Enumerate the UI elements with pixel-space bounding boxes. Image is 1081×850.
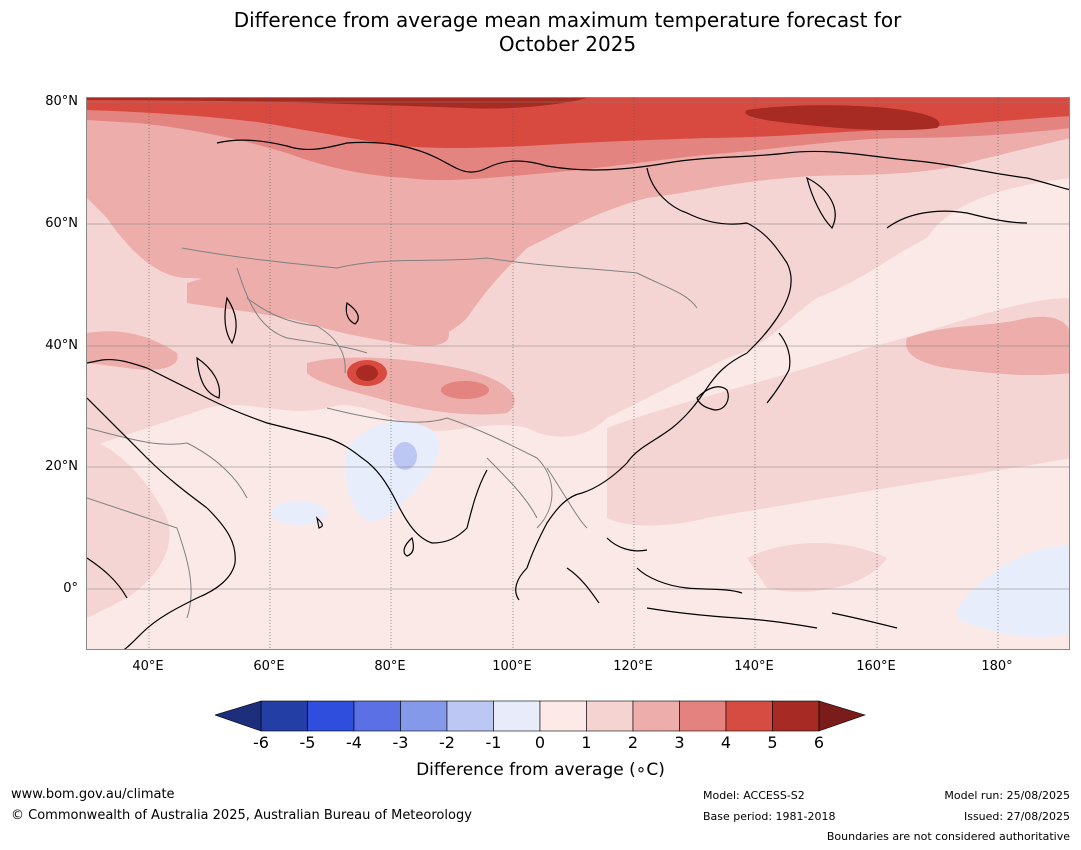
colorbar-tick-label: 0 (534, 733, 546, 752)
colorbar-segment (632, 700, 680, 732)
colorbar-tick-label: 6 (813, 733, 825, 752)
colorbar-tick-label: 4 (720, 733, 732, 752)
anomaly-zone-neg-india (345, 421, 440, 522)
colorbar-tick-label: -3 (392, 733, 409, 752)
lon-label: 60°E (253, 659, 285, 674)
website-link[interactable]: www.bom.gov.au/climate (11, 787, 175, 802)
colorbar (215, 700, 866, 732)
lat-label: 60°N (45, 216, 78, 231)
lat-gridlines (87, 101, 1069, 590)
lat-label: 0° (63, 581, 78, 596)
anomaly-zone-3to4-tibet (441, 381, 489, 399)
anomaly-zone-1to2-sea (747, 543, 887, 592)
colorbar-segment (725, 700, 773, 732)
colorbar-tick-label: -6 (253, 733, 269, 752)
colorbar-tick-label: 2 (627, 733, 639, 752)
anomaly-zone-neg-pacific (957, 545, 1069, 638)
colorbar-segment (353, 700, 401, 732)
anomaly-zone-5plus-tibet (356, 365, 378, 381)
coastlines (87, 139, 1069, 649)
colorbar-segment (493, 700, 541, 732)
colorbar-segment (400, 700, 448, 732)
colorbar-tick-label: -4 (346, 733, 362, 752)
issued-text: Issued: 27/08/2025 (963, 810, 1070, 823)
copyright-text: © Commonwealth of Australia 2025, Austra… (11, 808, 472, 823)
lon-label: 80°E (374, 659, 406, 674)
colorbar-segment (586, 700, 634, 732)
lon-label: 160°E (856, 659, 896, 674)
anomaly-zone-neg-india-core (393, 442, 417, 470)
anomaly-zone-2to3-mideast (87, 331, 178, 370)
lat-label: 20°N (45, 459, 78, 474)
colorbar-segment (772, 700, 820, 732)
anomaly-zone-5plus (87, 98, 587, 109)
lon-label: 180° (981, 659, 1013, 674)
lon-gridlines (148, 98, 999, 649)
title-line-2: October 2025 (498, 32, 637, 56)
model-run-text: Model run: 25/08/2025 (944, 789, 1070, 802)
lon-label: 140°E (734, 659, 774, 674)
title-line-1: Difference from average mean maximum tem… (233, 8, 902, 32)
colorbar-segment (307, 700, 355, 732)
model-text: Model: ACCESS-S2 (703, 789, 805, 802)
colorbar-label: Difference from average (∘C) (416, 760, 665, 780)
colorbar-segment (539, 700, 587, 732)
colorbar-tick-label: 5 (767, 733, 778, 752)
lon-label: 40°E (132, 659, 164, 674)
colorbar-segment (446, 700, 494, 732)
colorbar-tick-label: -2 (439, 733, 455, 752)
colorbar-tick-label: 3 (674, 733, 685, 752)
disclaimer-text: Boundaries are not considered authoritat… (826, 830, 1070, 843)
lon-label: 100°E (492, 659, 532, 674)
country-borders (87, 247, 698, 619)
colorbar-tick-label: -5 (299, 733, 316, 752)
anomaly-zone-neg-arabian-sea (271, 501, 327, 525)
anomaly-zone-5plus-siberia (745, 105, 940, 131)
colorbar-tick-label: -1 (485, 733, 502, 752)
map-title: Difference from average mean maximum tem… (0, 8, 1081, 56)
lat-label: 40°N (45, 338, 78, 353)
map-canvas (87, 98, 1069, 649)
lon-label: 120°E (613, 659, 653, 674)
base-period-text: Base period: 1981-2018 (703, 810, 836, 823)
anomaly-zone-2to3-central (187, 263, 449, 346)
colorbar-over-extension (818, 700, 866, 732)
colorbar-segment (260, 700, 308, 732)
lat-label: 80°N (45, 94, 78, 109)
colorbar-tick-label: 1 (581, 733, 592, 752)
forecast-map (86, 97, 1070, 650)
colorbar-segment (679, 700, 727, 732)
colorbar-under-extension (215, 700, 262, 732)
